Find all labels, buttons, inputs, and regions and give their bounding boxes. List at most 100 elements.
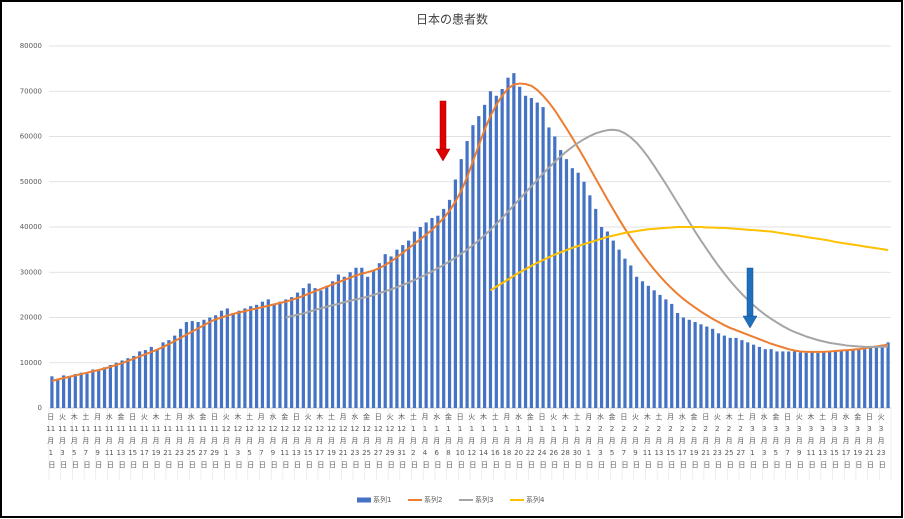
bar [330, 281, 335, 408]
bar [477, 116, 481, 408]
bar [342, 276, 346, 408]
bar [763, 349, 767, 408]
bar [652, 290, 656, 408]
bar [97, 370, 101, 408]
bar [523, 95, 528, 409]
bar [471, 125, 475, 408]
bar [231, 312, 235, 408]
x-tick-label: 土 1 月 16 日 [491, 412, 502, 469]
bar [418, 227, 422, 408]
x-tick-label: 水 1 月 6 日 [433, 412, 442, 469]
bar [868, 347, 873, 408]
bar [635, 276, 639, 408]
bar [845, 350, 849, 408]
bar [225, 308, 229, 408]
bar [506, 77, 510, 409]
x-tick-label: 日 2 月 7 日 [620, 413, 629, 469]
x-tick-label: 土 3 月 13 日 [818, 412, 829, 469]
bar [360, 267, 364, 408]
bar [599, 227, 604, 408]
bar [828, 351, 832, 408]
bar [617, 249, 621, 408]
x-tick-label: 月 2 月 1 日 [585, 413, 594, 469]
y-tick-label: 0 [38, 404, 42, 412]
bar [114, 362, 118, 408]
bar [559, 150, 563, 408]
x-tick-label: 水 3 月 3 日 [761, 412, 770, 469]
bar [319, 290, 323, 408]
x-tick-label: 水 3 月 17 日 [842, 412, 853, 469]
bar [535, 102, 539, 408]
bar [588, 195, 592, 408]
bar [722, 335, 726, 408]
x-tick-label: 日 3 月 21 日 [865, 413, 876, 469]
x-tick-label: 木 1 月 14 日 [479, 412, 490, 469]
bar [412, 231, 417, 408]
x-tick-label: 金 1 月 8 日 [445, 412, 454, 469]
bar [266, 299, 270, 408]
bar [693, 322, 697, 408]
bar [851, 350, 855, 408]
bar [787, 351, 791, 408]
x-tick-label: 日 11 月 15 日 [128, 413, 139, 469]
x-tick-label: 金 3 月 19 日 [853, 412, 864, 469]
bar [249, 306, 253, 408]
bar [178, 328, 183, 408]
bar [214, 315, 218, 408]
x-tick-label: 金 2 月 5 日 [609, 412, 618, 469]
x-tick-label: 土 1 月 30 日 [573, 412, 584, 469]
bar [728, 337, 732, 408]
x-tick-label: 金 12 月 25 日 [362, 412, 373, 469]
x-tick-label: 火 3 月 9 日 [796, 413, 805, 469]
bar [810, 351, 814, 408]
x-tick-label: 木 12 月 17 日 [315, 412, 326, 469]
x-tick-label: 木 12 月 3 日 [233, 412, 244, 469]
bar [190, 321, 194, 408]
x-tick-label: 火 12 月 1 日 [222, 413, 233, 469]
bar [740, 340, 744, 408]
bar [184, 322, 189, 408]
bar [670, 303, 674, 408]
bar [775, 351, 779, 408]
bar [500, 88, 504, 409]
bar [874, 345, 878, 408]
bar [623, 258, 627, 408]
y-tick-label: 10000 [20, 359, 42, 367]
bar [465, 141, 469, 408]
bar [594, 208, 598, 408]
legend-label: 系列2 [424, 495, 442, 504]
bar [377, 263, 381, 408]
bar [272, 303, 276, 408]
x-tick-label: 月 11 月 23 日 [175, 413, 186, 469]
bar [407, 240, 411, 408]
bar [371, 269, 376, 408]
bar [781, 351, 785, 408]
x-tick-label: 水 12 月 9 日 [269, 412, 280, 469]
bar [570, 168, 574, 408]
bar [91, 369, 95, 408]
bar [325, 285, 329, 408]
x-tick-label: 金 3 月 5 日 [772, 412, 781, 469]
x-tick-label: 日 12 月 13 日 [292, 413, 303, 469]
bar [50, 376, 54, 408]
bar [307, 283, 311, 408]
line [51, 82, 889, 382]
x-tick-label: 火 12 月 15 日 [304, 413, 315, 469]
legend-label: 系列1 [373, 495, 391, 504]
bar [126, 358, 130, 408]
bar [243, 308, 247, 408]
x-tick-label: 日 11 月 1 日 [46, 413, 57, 469]
bar [442, 208, 446, 408]
bar [459, 159, 463, 408]
x-tick-label: 金 1 月 22 日 [526, 412, 537, 469]
x-tick-label: 金 11 月 13 日 [117, 412, 128, 469]
x-tick-label: 水 1 月 20 日 [514, 412, 525, 469]
arrow-shaft [746, 267, 754, 317]
x-tick-label: 金 12 月 11 日 [280, 412, 291, 469]
bar [62, 375, 66, 408]
bar [746, 342, 750, 408]
x-tick-label: 火 3 月 23 日 [877, 413, 888, 469]
y-tick-label: 60000 [20, 133, 42, 141]
bar [716, 333, 721, 408]
